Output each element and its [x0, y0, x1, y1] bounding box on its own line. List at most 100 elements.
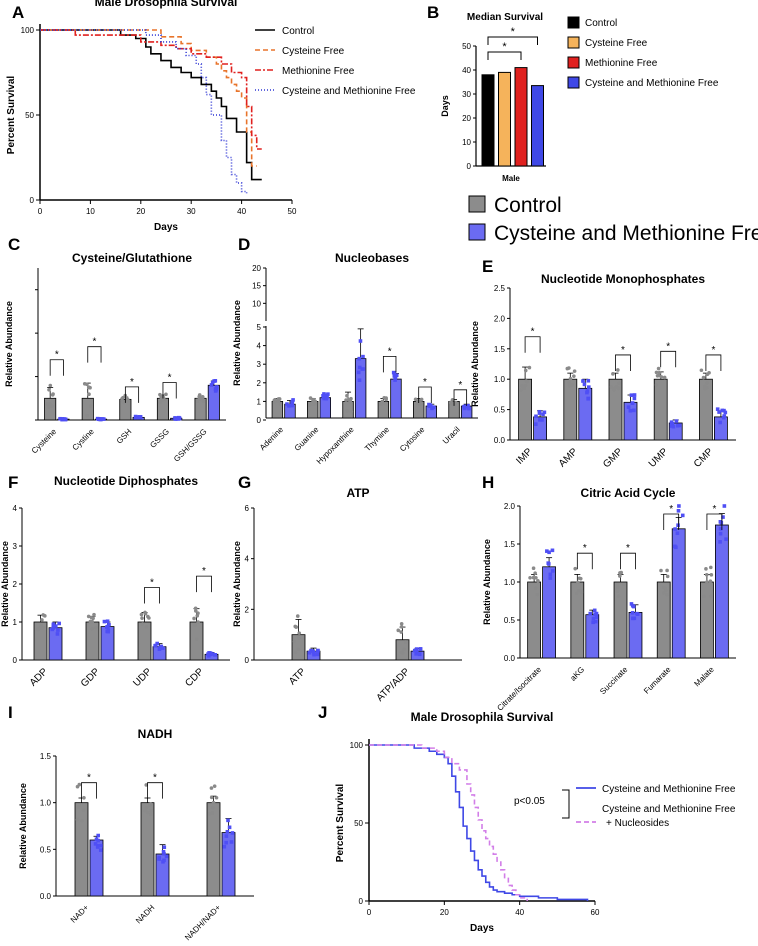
point-control	[47, 387, 51, 392]
y-tick-label: 2.0	[494, 314, 506, 323]
legend-label-0: Control	[585, 18, 617, 29]
point-control	[349, 409, 354, 414]
point-control	[82, 795, 86, 800]
sig-star: *	[458, 380, 462, 391]
point-control	[611, 372, 615, 376]
point-control	[617, 381, 621, 385]
point-cmf	[630, 611, 635, 615]
point-control	[272, 398, 277, 402]
legend-label-3: Cysteine and Methionine Free	[282, 86, 416, 97]
chart-g-atp: ATP 0 2 4 6 Relative Abundance ATP ATP/ADP	[232, 486, 462, 704]
chart-i-nadh: NADH 0.0 0.5 1.0 1.5 Relative Abundance NAD+ * N…	[18, 727, 254, 942]
point-control	[47, 405, 51, 409]
legend-label-0: Cysteine and Methionine Free	[602, 784, 736, 795]
point-cmf	[56, 628, 60, 632]
point-control	[297, 636, 301, 640]
point-control	[572, 369, 577, 373]
y-tick-label: 0	[359, 897, 364, 906]
point-cmf	[545, 549, 549, 553]
point-cmf	[291, 398, 295, 402]
y-tick-label: 0	[13, 656, 18, 665]
chart-c-yscale	[35, 289, 38, 421]
point-control	[88, 619, 93, 624]
point-control	[709, 565, 713, 570]
sig-bracket	[706, 513, 723, 530]
y-tick-label: 0	[257, 416, 262, 425]
point-control	[664, 588, 668, 593]
sig-star: *	[150, 578, 154, 589]
legend-label-control: Control	[494, 194, 562, 217]
point-cmf	[229, 840, 234, 844]
point-cmf	[138, 415, 142, 420]
point-cmf	[60, 417, 65, 421]
x-tick-label: 60	[591, 908, 600, 917]
point-control	[384, 397, 388, 402]
point-cmf	[51, 623, 56, 627]
sig-bracket	[147, 782, 163, 799]
bar-control	[563, 378, 578, 441]
chart-title: Cysteine/Glutathione	[72, 251, 192, 265]
point-control	[77, 782, 82, 787]
point-cmf	[357, 378, 362, 382]
legend-label-cmf: Cysteine and Methionine Free	[494, 222, 758, 245]
point-control	[201, 399, 206, 404]
point-control	[519, 388, 523, 392]
point-control	[573, 566, 578, 571]
point-cmf	[671, 424, 676, 429]
sig-bracket	[663, 513, 680, 530]
point-cmf	[227, 825, 232, 830]
chart-c-cysteine: Cysteine/Glutathione Relative Abundance Cy…	[4, 251, 226, 464]
chart-title: Nucleobases	[335, 251, 409, 265]
point-cmf	[591, 616, 596, 621]
point-cmf	[677, 423, 681, 428]
point-control	[164, 392, 168, 397]
point-cmf	[550, 569, 555, 573]
point-control	[207, 812, 212, 816]
point-control	[396, 628, 401, 633]
point-cmf	[206, 652, 210, 656]
point-cmf	[210, 652, 215, 656]
y-tick-label: 40	[462, 66, 471, 75]
bar-cmf	[715, 524, 729, 659]
y-tick-label: 0	[245, 656, 250, 665]
sig-star: *	[583, 543, 587, 554]
y-tick-label: 1.5	[40, 752, 52, 761]
point-cmf	[632, 396, 637, 401]
point-cmf	[50, 627, 55, 632]
point-cmf	[631, 604, 636, 609]
point-cmf	[157, 647, 162, 651]
point-control	[194, 637, 199, 642]
point-control	[662, 375, 667, 380]
point-control	[522, 386, 527, 391]
x-tick-label: 40	[237, 207, 246, 216]
point-control	[704, 567, 708, 571]
x-tick-label: Succinate	[598, 665, 630, 697]
sig-bracket	[615, 354, 631, 371]
point-cmf	[592, 608, 597, 613]
x-tick-label: Cytosine	[398, 425, 427, 454]
point-control	[39, 623, 44, 628]
y-tick-label: 20	[462, 114, 471, 123]
point-cmf	[629, 602, 634, 606]
y-tick-label: 100	[350, 741, 364, 750]
point-control	[531, 566, 536, 571]
y-tick-label: 6	[245, 504, 250, 513]
point-control	[158, 400, 162, 404]
y-tick-label: 0.5	[494, 406, 506, 415]
point-control	[211, 805, 215, 810]
point-control	[704, 572, 709, 577]
sig-bracket	[162, 382, 177, 399]
sig-star: *	[202, 566, 206, 577]
y-axis-label: Relative Abundance	[470, 321, 480, 407]
x-tick-label: NADH/NAD+	[183, 903, 222, 942]
point-control	[399, 621, 404, 626]
point-cmf	[417, 652, 422, 656]
point-cmf	[322, 392, 326, 396]
point-cmf	[585, 389, 590, 393]
point-cmf	[312, 652, 316, 657]
point-cmf	[155, 641, 159, 646]
point-control	[614, 384, 619, 389]
y-axis-label: Relative Abundance	[232, 541, 242, 627]
bar-cmf	[542, 566, 556, 659]
legend-swatch-cmf	[468, 223, 486, 241]
